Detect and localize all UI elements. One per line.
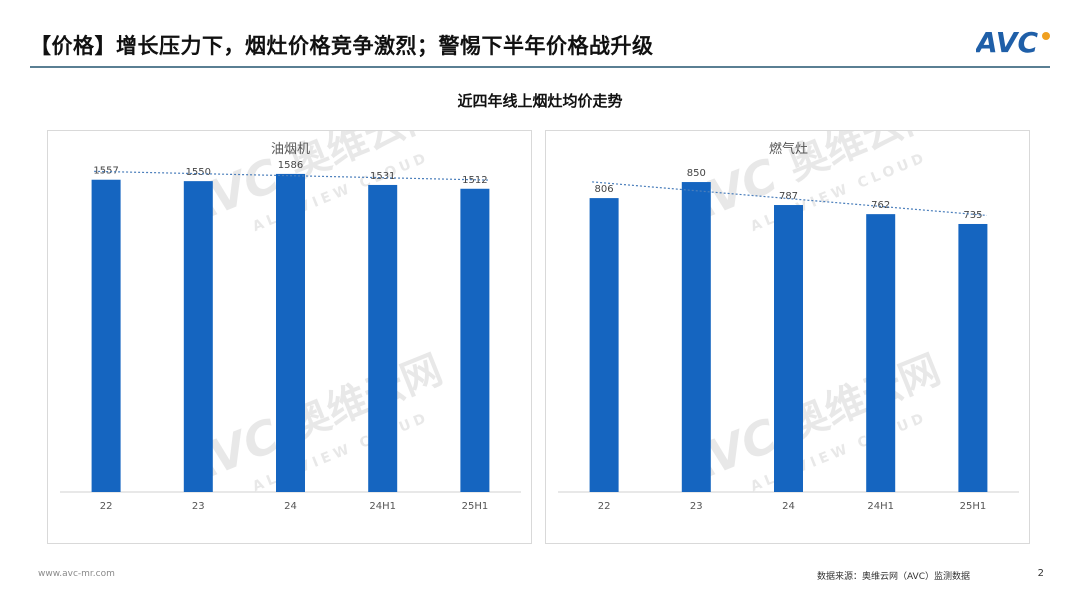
bar xyxy=(866,214,896,492)
avc-logo-text: AVC xyxy=(976,26,1038,59)
bar xyxy=(91,179,121,493)
data-label: 1531 xyxy=(370,171,395,182)
trendline xyxy=(94,170,489,181)
x-tick-label: 22 xyxy=(100,501,113,512)
bar xyxy=(183,181,213,492)
bar xyxy=(589,198,619,492)
data-label: 850 xyxy=(687,168,706,179)
charts-subtitle: 近四年线上烟灶均价走势 xyxy=(457,92,623,110)
data-label: 1586 xyxy=(278,160,303,171)
x-tick-label: 25H1 xyxy=(960,501,987,512)
x-tick-label: 22 xyxy=(598,501,611,512)
x-tick-label: 24 xyxy=(284,501,297,512)
chart-panel-range-hood: AVC 奥维云网 ALL VIEW CLOUD AVC 奥维云网 ALL VIEW CLO… xyxy=(47,130,532,544)
x-tick-label: 23 xyxy=(690,501,703,512)
footer-website: www.avc-mr.com xyxy=(38,569,115,579)
x-tick-label: 24H1 xyxy=(867,501,894,512)
chart-panel-gas-stove: AVC 奥维云网 ALL VIEW CLOUD AVC 奥维云网 ALL VIEW CLO… xyxy=(545,130,1030,544)
bar xyxy=(958,223,988,492)
avc-logo: AVC xyxy=(976,26,1050,59)
data-label: 1557 xyxy=(93,166,118,177)
page-title: 【价格】增长压力下，烟灶价格竞争激烈；警惕下半年价格战升级 xyxy=(30,34,654,58)
x-tick-label: 24H1 xyxy=(369,501,396,512)
bar xyxy=(681,182,711,492)
chart-title: 燃气灶 xyxy=(769,141,808,157)
bar xyxy=(276,173,305,492)
bar xyxy=(774,205,803,492)
bar xyxy=(368,184,398,492)
bar xyxy=(460,188,490,492)
footer-source: 数据来源：奥维云网（AVC）监测数据 xyxy=(816,572,970,582)
x-tick-label: 25H1 xyxy=(462,501,489,512)
data-label: 1550 xyxy=(186,167,211,178)
data-label: 806 xyxy=(595,184,614,195)
avc-logo-dot xyxy=(1042,32,1050,40)
page-number: 2 xyxy=(1037,568,1044,579)
data-label: 762 xyxy=(871,200,890,211)
x-tick-label: 24 xyxy=(782,501,795,512)
data-label: 787 xyxy=(779,191,798,202)
chart-title: 油烟机 xyxy=(271,142,310,157)
header-divider xyxy=(30,66,1050,68)
x-tick-label: 23 xyxy=(192,501,205,512)
data-label: 735 xyxy=(963,210,982,221)
